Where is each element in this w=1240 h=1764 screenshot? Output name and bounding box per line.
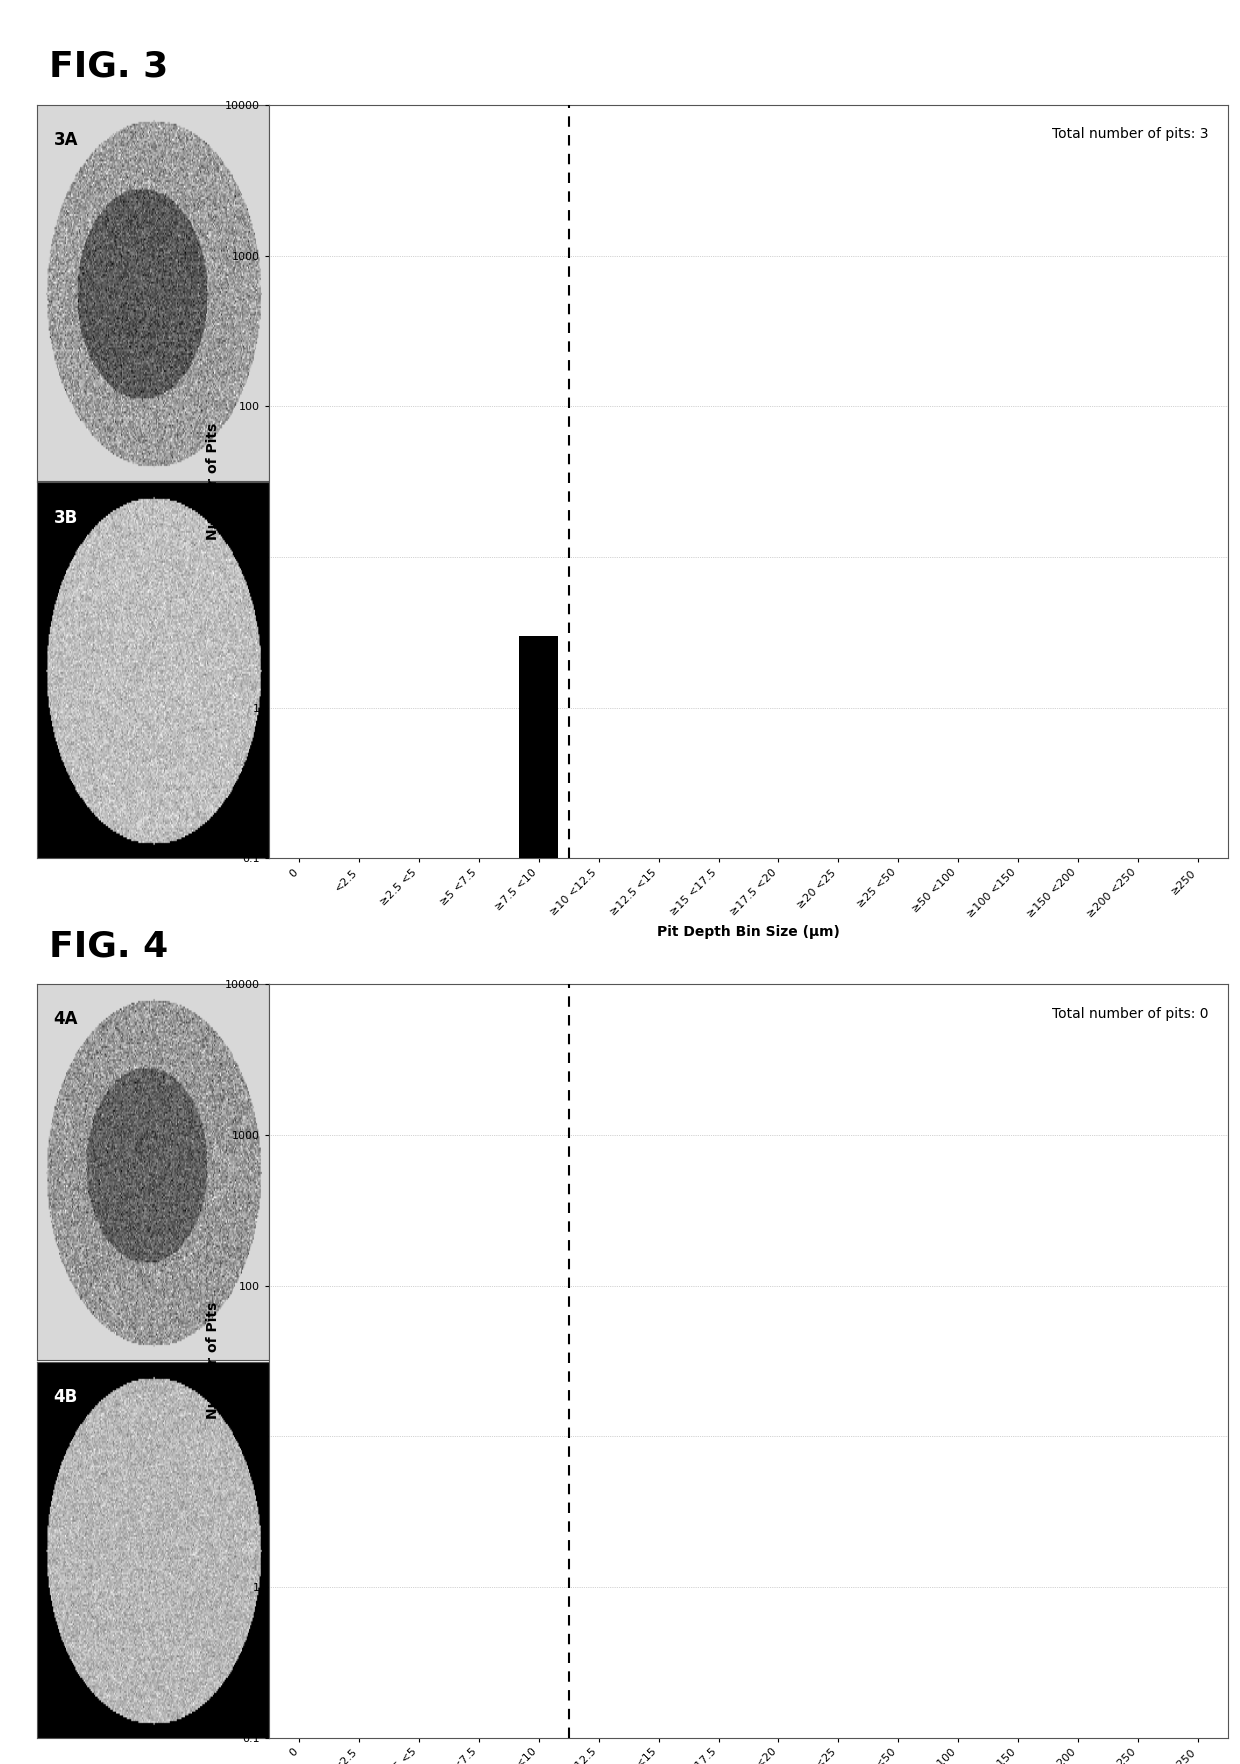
Bar <box>520 635 558 1764</box>
Text: FIG. 3: FIG. 3 <box>50 49 169 85</box>
Y-axis label: Number of Pits: Number of Pits <box>206 1302 219 1420</box>
Text: 4A: 4A <box>53 1011 78 1028</box>
X-axis label: Pit Depth Bin Size (μm): Pit Depth Bin Size (μm) <box>657 926 839 940</box>
Text: 3A: 3A <box>53 131 78 150</box>
Y-axis label: Number of Pits: Number of Pits <box>206 423 219 540</box>
Text: FIG. 4: FIG. 4 <box>50 930 169 963</box>
Text: 3B: 3B <box>53 508 78 527</box>
Text: 4B: 4B <box>53 1388 78 1406</box>
Text: Total number of pits: 3: Total number of pits: 3 <box>1052 127 1209 141</box>
Text: Total number of pits: 0: Total number of pits: 0 <box>1052 1007 1209 1021</box>
